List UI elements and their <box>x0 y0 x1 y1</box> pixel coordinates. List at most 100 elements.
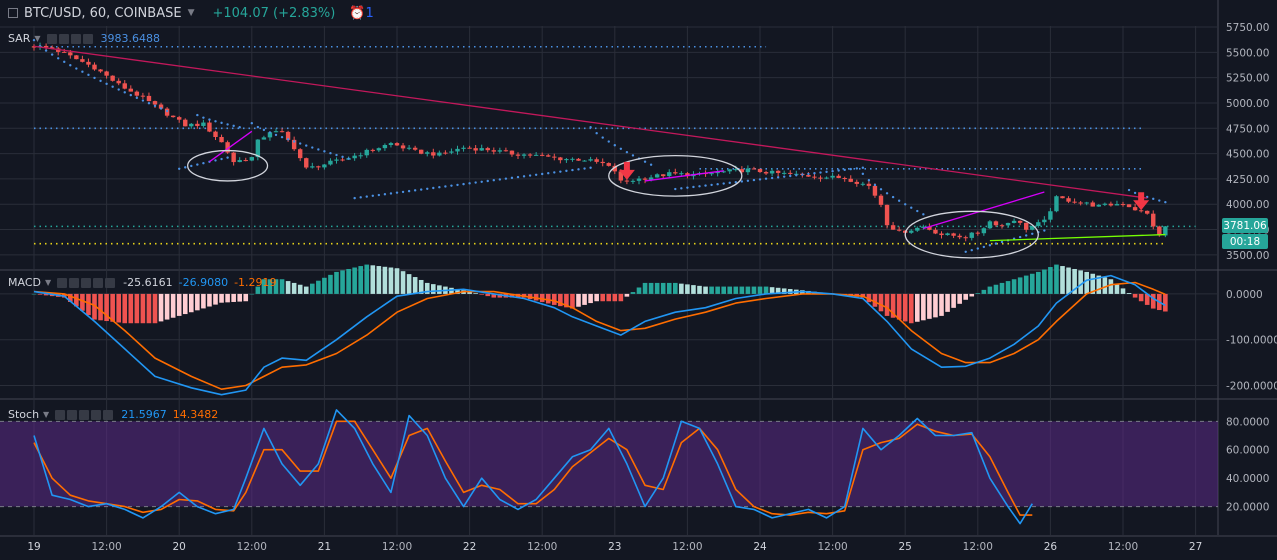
macd-histogram-bar <box>1005 281 1011 294</box>
macd-histogram-bar <box>915 293 920 322</box>
time-axis-label: 27 <box>1189 541 1202 553</box>
stoch-source-icon[interactable] <box>79 409 90 420</box>
macd-legend[interactable]: MACD ▼ -25.6161 -26.9080 -1.2919 <box>8 276 277 289</box>
countdown-tag: 00:18 <box>1222 234 1268 250</box>
macd-histogram-bar <box>376 266 382 294</box>
candle-body <box>352 155 357 159</box>
macd-histogram-bar <box>733 286 739 294</box>
candle-body <box>521 154 527 156</box>
macd-histogram-bar <box>612 293 618 302</box>
sar-dot <box>1025 234 1028 237</box>
macd-histogram-bar <box>322 277 327 294</box>
chart-settings-icon[interactable] <box>8 8 18 18</box>
stoch-legend[interactable]: Stoch ▼ 21.5967 14.3482 <box>8 408 218 421</box>
candle-body <box>1126 204 1132 208</box>
stoch-axis-label: 20.0000 <box>1226 502 1269 514</box>
macd-eye-icon[interactable] <box>57 277 68 288</box>
stoch-settings-icon[interactable] <box>67 409 78 420</box>
candle-body <box>479 148 484 151</box>
macd-source-icon[interactable] <box>81 277 92 288</box>
sar-eye-icon[interactable] <box>46 33 57 44</box>
candle-body <box>170 115 176 118</box>
macd-histogram-bar <box>533 293 539 301</box>
candle-body <box>183 119 188 127</box>
macd-add-icon[interactable] <box>93 277 104 288</box>
candle-body <box>830 175 835 178</box>
symbol-title[interactable]: BTC/USD, 60, COINBASE <box>24 5 182 21</box>
sar-legend[interactable]: SAR ▼ 3983.6488 <box>8 32 160 45</box>
candle-body <box>588 159 593 161</box>
sar-dot <box>504 177 508 180</box>
candle-body <box>261 137 267 140</box>
alerts-indicator[interactable]: ⏰1 <box>349 6 373 21</box>
candle-body <box>388 143 394 146</box>
macd-histogram-bar <box>588 293 593 304</box>
macd-histogram-bar <box>261 279 267 294</box>
candle-body <box>412 147 418 150</box>
price-axis-label: 4750.00 <box>1226 123 1269 135</box>
candle-body <box>461 147 466 149</box>
sar-menu-icon[interactable]: ▼ <box>34 34 41 43</box>
candle-body <box>1114 204 1120 206</box>
macd-histogram-bar <box>636 287 642 294</box>
candle-body <box>848 178 853 182</box>
alarm-clock-icon: ⏰ <box>349 5 366 21</box>
candle-body <box>993 221 999 226</box>
macd-histogram-bar <box>370 265 376 294</box>
candle-body <box>782 172 787 174</box>
macd-histogram-bar <box>473 293 478 294</box>
sar-dot <box>692 185 695 189</box>
macd-histogram-bar <box>927 293 932 319</box>
macd-histogram-bar <box>243 293 249 302</box>
macd-histogram-bar <box>890 293 896 318</box>
stoch-eye-icon[interactable] <box>55 409 66 420</box>
macd-legend-name: MACD <box>8 276 41 289</box>
candle-body <box>1132 207 1138 211</box>
macd-histogram-bar <box>576 293 581 307</box>
down-arrow-marker <box>618 161 635 180</box>
macd-histogram-bar <box>969 293 975 297</box>
sar-dot <box>50 53 54 56</box>
sar-source-icon[interactable] <box>70 33 81 44</box>
macd-histogram-bar <box>418 279 424 294</box>
time-axis-label: 20 <box>173 541 186 553</box>
sar-dot <box>643 160 647 163</box>
sar-dot <box>595 131 598 135</box>
sar-settings-icon[interactable] <box>58 33 69 44</box>
candle-body <box>1072 201 1077 203</box>
macd-histogram-bar <box>787 289 793 294</box>
candle-body <box>558 157 563 161</box>
macd-settings-icon[interactable] <box>69 277 80 288</box>
macd-menu-icon[interactable]: ▼ <box>44 278 52 287</box>
macd-histogram-bar <box>1011 279 1017 294</box>
stoch-menu-icon[interactable]: ▼ <box>43 410 50 419</box>
candle-body <box>122 83 127 89</box>
candle-body <box>987 221 993 229</box>
macd-histogram-bar <box>1072 268 1077 294</box>
macd-histogram-bar <box>170 293 176 318</box>
candle-body <box>1078 202 1083 204</box>
sar-dot <box>916 209 919 213</box>
macd-histogram-bar <box>570 293 575 309</box>
sar-remove-icon[interactable] <box>82 33 93 44</box>
sar-dot <box>190 164 193 168</box>
candle-body <box>860 183 866 185</box>
macd-histogram-bar <box>334 271 339 294</box>
stoch-add-icon[interactable] <box>91 409 102 420</box>
candle-body <box>437 152 442 156</box>
symbol-dropdown-icon[interactable]: ▼ <box>187 8 195 18</box>
macd-remove-icon[interactable] <box>105 277 116 288</box>
sar-dot <box>516 175 520 179</box>
stoch-remove-icon[interactable] <box>103 409 114 420</box>
candle-body <box>86 61 91 65</box>
sar-dot <box>329 152 332 155</box>
candle-body <box>679 173 684 175</box>
candle-body <box>291 139 297 150</box>
sar-dot <box>698 185 701 188</box>
macd-histogram-bar <box>1096 275 1102 294</box>
macd-histogram-bar <box>201 293 206 309</box>
sar-dot <box>1164 200 1167 204</box>
macd-histogram-bar <box>80 293 85 311</box>
